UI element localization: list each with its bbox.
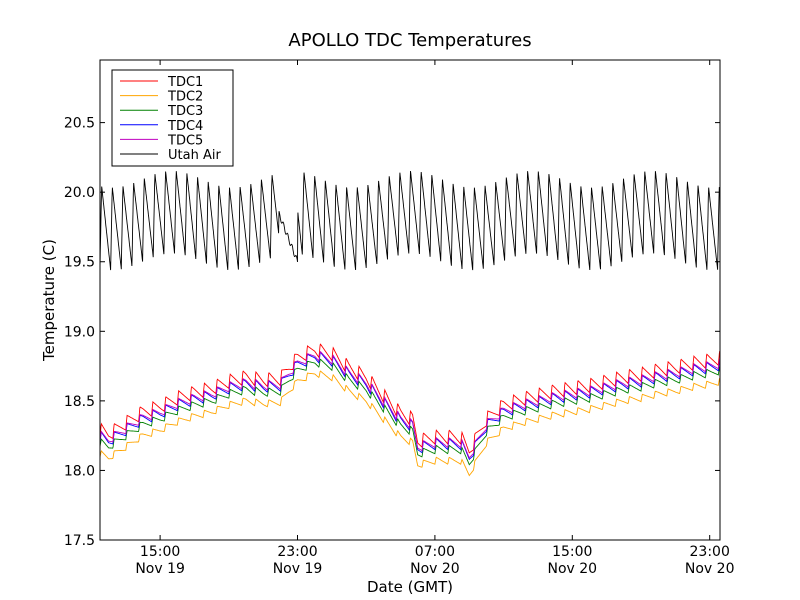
x-axis-label: Date (GMT) — [367, 578, 453, 596]
x-tick-label-time: 23:00 — [277, 544, 317, 560]
series-line-tdc5 — [100, 351, 720, 459]
series-layer — [100, 170, 720, 477]
x-tick-label-time: 15:00 — [140, 544, 180, 560]
plot-area-frame — [99, 59, 721, 541]
x-tick-label-date: Nov 19 — [273, 561, 323, 577]
legend-label-tdc3: TDC3 — [167, 104, 203, 119]
x-tick-label-date: Nov 20 — [685, 561, 735, 577]
legend-label-utah-air: Utah Air — [168, 148, 221, 163]
legend-label-tdc1: TDC1 — [167, 75, 203, 90]
series-line-tdc2 — [100, 370, 720, 477]
chart-title: APOLLO TDC Temperatures — [288, 30, 531, 51]
y-axis-label: Temperature (C) — [40, 239, 58, 362]
legend-box — [111, 69, 234, 167]
series-line-utah-air — [100, 170, 720, 271]
y-tick-label: 18.5 — [64, 394, 95, 410]
series-line-tdc3 — [100, 358, 720, 466]
y-tick-label: 20.5 — [64, 116, 95, 132]
x-tick-label-time: 07:00 — [415, 544, 455, 560]
y-tick-label: 19.5 — [64, 255, 95, 271]
legend-label-tdc5: TDC5 — [167, 133, 203, 148]
x-tick-label-date: Nov 20 — [548, 561, 598, 577]
x-tick-label-date: Nov 19 — [135, 561, 185, 577]
series-line-tdc1 — [100, 343, 720, 454]
y-tick-label: 18.0 — [64, 463, 95, 479]
y-tick-label: 19.0 — [64, 324, 95, 340]
x-tick-label-time: 23:00 — [690, 544, 730, 560]
y-tick-label: 17.5 — [64, 533, 95, 549]
y-tick-label: 20.0 — [64, 185, 95, 201]
legend-label-tdc4: TDC4 — [167, 119, 203, 134]
x-tick-label-date: Nov 20 — [410, 561, 460, 577]
x-tick-label-time: 15:00 — [552, 544, 592, 560]
legend-label-tdc2: TDC2 — [167, 90, 203, 105]
